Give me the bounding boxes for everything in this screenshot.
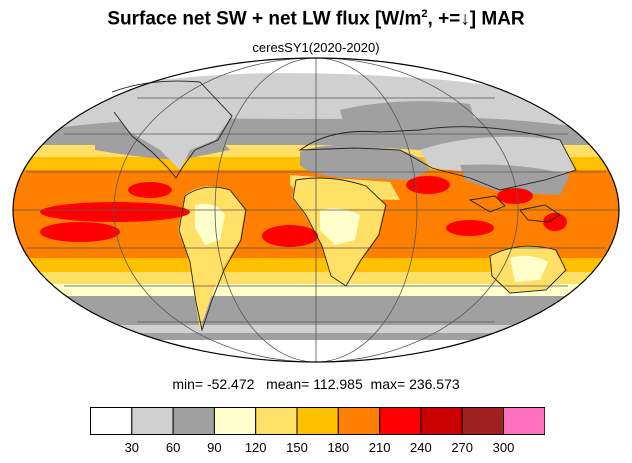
north-america bbox=[110, 78, 230, 170]
min-value: -52.472 bbox=[206, 376, 255, 392]
atlantic-red bbox=[262, 225, 318, 247]
colorbar-tick-label: 210 bbox=[368, 440, 391, 455]
colorbar-tick-label: 30 bbox=[124, 440, 140, 455]
pacific-itcz-red bbox=[40, 202, 190, 222]
mean-label: mean= bbox=[266, 376, 310, 392]
title-text: Surface net SW + net LW flux [W/m bbox=[107, 8, 422, 30]
summary-stats: min= -52.472 mean= 112.985 max= 236.573 bbox=[0, 376, 632, 392]
colorbar-box bbox=[255, 407, 298, 435]
sahara-region bbox=[300, 144, 430, 180]
colorbar-box bbox=[296, 407, 339, 435]
max-value: 236.573 bbox=[409, 376, 460, 392]
colorbar-tick-label: 270 bbox=[451, 440, 474, 455]
colorbar-box bbox=[90, 407, 133, 435]
colorbar-tick-label: 120 bbox=[244, 440, 267, 455]
colorbar-box bbox=[503, 407, 545, 435]
title-exponent: 2 bbox=[421, 8, 428, 20]
chart-title: Surface net SW + net LW flux [W/m2, +=↓]… bbox=[0, 8, 632, 30]
globe-outline bbox=[12, 57, 620, 363]
colorbar-box bbox=[420, 407, 463, 435]
colorbar-tick-label: 150 bbox=[286, 440, 308, 455]
colorbar-tick-label: 90 bbox=[207, 440, 222, 455]
colorbar-tick-label: 180 bbox=[327, 440, 350, 455]
colorbar-tick-label: 60 bbox=[165, 440, 181, 455]
max-label: max= bbox=[370, 376, 406, 392]
colorbar-box bbox=[379, 407, 422, 435]
min-label: min= bbox=[172, 376, 204, 392]
colorbar-box bbox=[213, 407, 257, 435]
colorbar-box bbox=[337, 407, 381, 435]
colorbar-box bbox=[172, 407, 215, 435]
colorbar-tick-label: 240 bbox=[410, 440, 432, 455]
colorbar-box bbox=[131, 407, 174, 435]
title-tail: , +=↓] MAR bbox=[427, 8, 525, 30]
coastlines bbox=[111, 80, 577, 332]
dataset-subtitle: ceresSY1(2020-2020) bbox=[252, 40, 380, 55]
colorbar-tick-label: 300 bbox=[492, 440, 515, 455]
mean-value: 112.985 bbox=[313, 376, 363, 392]
colorbar-box bbox=[461, 407, 505, 435]
indian-ocean-red bbox=[406, 176, 450, 194]
colorbar bbox=[90, 407, 545, 435]
